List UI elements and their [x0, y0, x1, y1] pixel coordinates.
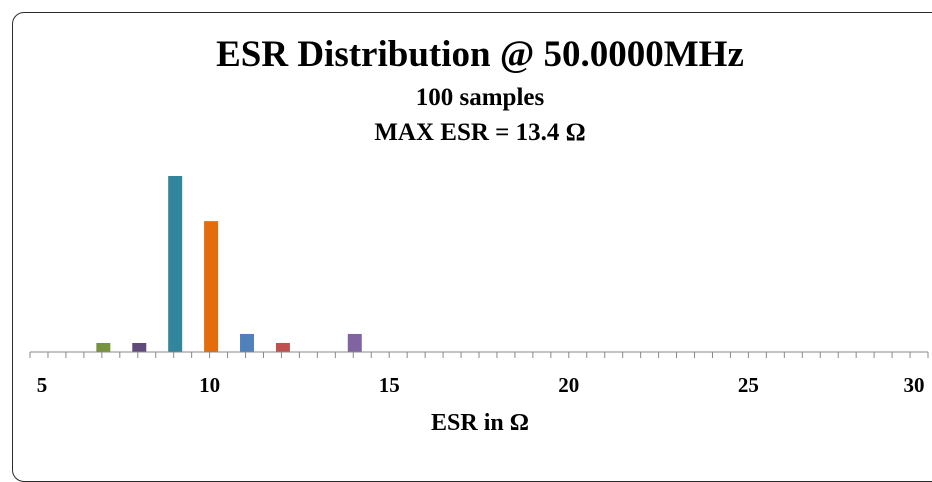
x-tick-label: 5 [37, 373, 48, 397]
x-tick-label: 15 [379, 373, 400, 397]
bar [275, 342, 290, 352]
chart: ESR Distribution @ 50.0000MHz 100 sample… [29, 34, 929, 436]
bar [96, 342, 111, 352]
chart-subtitle-max-esr: MAX ESR = 13.4 Ω [374, 119, 585, 146]
bar [168, 176, 183, 352]
x-axis-ticks [29, 352, 929, 358]
x-tick-label: 10 [199, 373, 220, 397]
x-tick-label: 30 [904, 373, 925, 397]
bar-group [96, 176, 362, 352]
x-tick-labels: 5 10 15 20 25 30 [37, 373, 925, 397]
bar [347, 333, 362, 352]
x-axis-label: ESR in Ω [431, 410, 529, 436]
bar [132, 342, 147, 352]
x-tick-label: 25 [738, 373, 759, 397]
bar [204, 221, 219, 352]
x-tick-label: 20 [558, 373, 579, 397]
chart-subtitle: 100 samples [416, 84, 545, 111]
chart-title: ESR Distribution @ 50.0000MHz [216, 34, 744, 75]
bar [240, 333, 255, 352]
chart-frame [12, 12, 932, 482]
